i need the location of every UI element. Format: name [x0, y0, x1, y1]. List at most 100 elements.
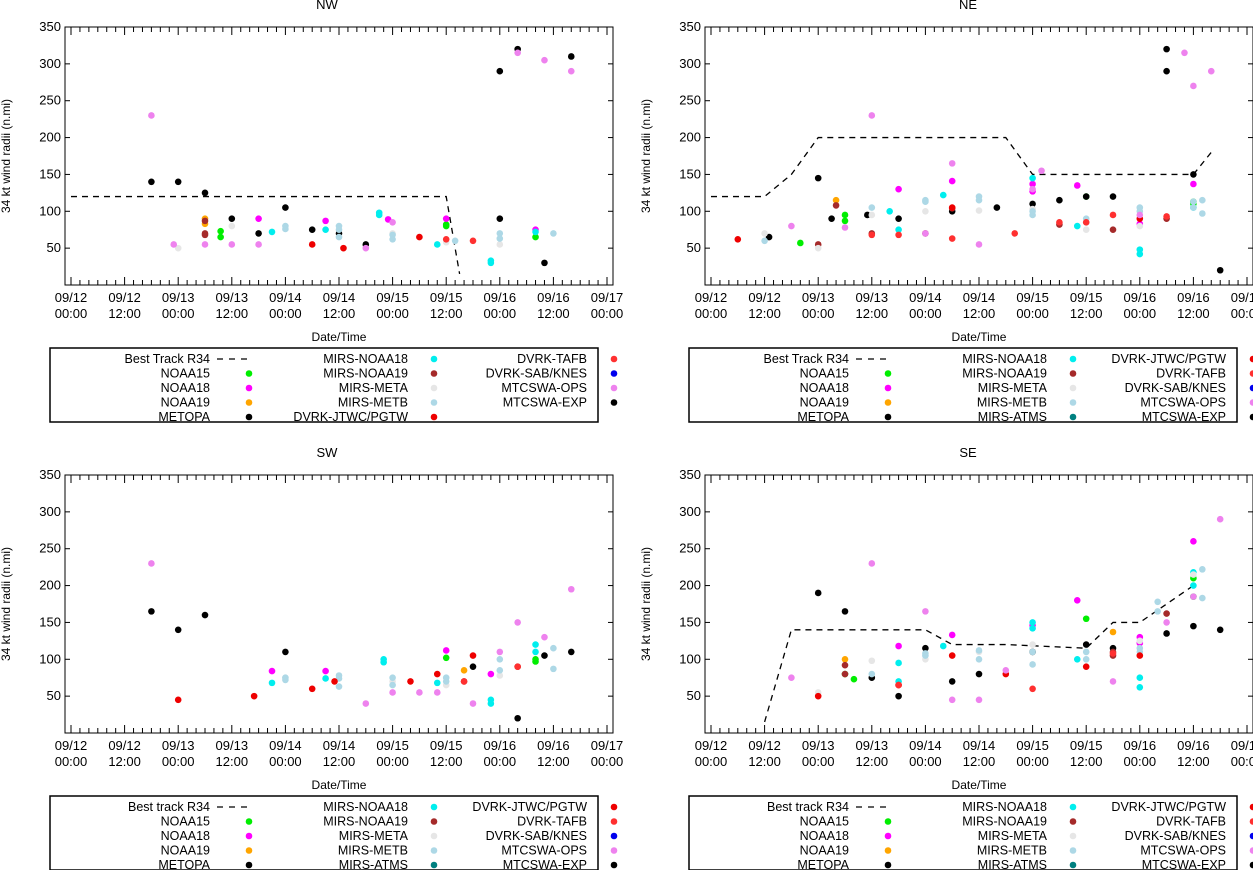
legend-marker-dvrk-sab-knes	[610, 832, 618, 840]
point-mirs-metb	[496, 667, 504, 674]
point-mirs-metb	[922, 198, 929, 206]
point-dvrk-tafb	[895, 681, 902, 689]
point-mirs-meta	[228, 222, 236, 230]
legend-marker-mirs-atms	[1069, 861, 1077, 869]
point-noaa18	[895, 185, 902, 193]
x-tick-label: 09/16 12:00	[1177, 738, 1210, 769]
point-metopa	[1163, 67, 1170, 75]
series-mirs-noaa19	[814, 202, 1170, 248]
legend-label-metopa: METOPA	[158, 410, 210, 424]
point-mirs-metb	[1199, 210, 1206, 217]
legend-label-best-track-r34: Best track R34	[128, 800, 210, 814]
legend-marker-mirs-noaa18	[1069, 355, 1077, 363]
x-tick-label: 09/12 00:00	[55, 738, 88, 769]
point-dvrk-tafb	[895, 231, 902, 239]
x-tick-label: 09/14 12:00	[963, 738, 996, 769]
x-axis-label: Date/Time	[952, 778, 1007, 792]
point-mirs-noaa18	[322, 675, 329, 682]
legend-label-best-track-r34: Best Track R34	[125, 352, 210, 366]
y-axis-label: 34 kt wind radii (n.mi)	[0, 99, 13, 213]
point-mtcswa-ops	[148, 560, 155, 567]
y-tick-label: 50	[687, 240, 701, 255]
point-mtcswa-ops	[1029, 185, 1036, 193]
legend-label-mirs-meta: MIRS-META	[978, 381, 1048, 395]
point-dvrk-tafb	[514, 663, 521, 670]
legend-marker-dvrk-sab-knes	[1249, 384, 1253, 392]
point-mtcswa-ops	[1207, 67, 1215, 75]
y-tick-label: 100	[39, 203, 61, 218]
point-mirs-noaa18	[268, 228, 276, 236]
point-mirs-metb	[442, 678, 450, 685]
legend-marker-mtcswa-exp	[1249, 861, 1253, 869]
series-noaa18	[895, 538, 1197, 650]
point-noaa19	[841, 655, 849, 663]
legend-marker-mtcswa-exp	[1249, 413, 1253, 421]
legend-label-noaa15: NOAA15	[800, 815, 849, 829]
legend-box	[49, 795, 599, 870]
point-dvrk-jtwc-pgtw	[948, 204, 956, 211]
legend-marker-dvrk-jtwc-pgtw	[1249, 355, 1253, 363]
series-mtcswa-ops	[148, 49, 575, 252]
point-mirs-noaa18	[939, 642, 947, 650]
point-mtcswa-ops	[868, 560, 876, 567]
y-tick-label: 100	[679, 203, 701, 218]
point-mirs-metb	[389, 681, 396, 689]
legend-label-mtcswa-exp: MTCSWA-EXP	[1142, 858, 1226, 870]
point-mirs-metb	[389, 235, 396, 243]
legend-marker-noaa18	[884, 832, 892, 840]
x-tick-label: 09/15 00:00	[1016, 738, 1049, 769]
point-metopa	[255, 230, 262, 237]
point-mirs-metb	[1029, 661, 1036, 668]
legend-marker-dvrk-sab-knes	[1249, 832, 1253, 840]
point-dvrk-tafb	[469, 237, 477, 245]
point-dvrk-tafb	[1056, 219, 1063, 226]
legend-label-dvrk-tafb: DVRK-TAFB	[1156, 815, 1226, 829]
series-noaa19	[841, 628, 1117, 663]
series-mtcswa-ops	[148, 560, 575, 707]
legend-label-mtcswa-ops: MTCSWA-OPS	[1140, 844, 1226, 858]
legend-label-noaa18: NOAA18	[161, 381, 210, 395]
legend-box	[688, 347, 1238, 423]
legend-label-mirs-atms: MIRS-ATMS	[339, 858, 408, 870]
point-mtcswa-ops	[948, 160, 956, 167]
legend-label-mtcswa-ops: MTCSWA-OPS	[1140, 396, 1226, 410]
legend-label-mirs-noaa18: MIRS-NOAA18	[962, 352, 1047, 366]
point-metopa	[148, 178, 155, 186]
point-noaa18	[442, 647, 450, 654]
legend-marker-mtcswa-exp	[610, 399, 618, 406]
point-mirs-meta	[1190, 571, 1197, 578]
point-metopa	[1190, 171, 1197, 178]
point-mirs-metb	[1082, 655, 1090, 663]
legend-marker-noaa19	[884, 399, 892, 406]
point-metopa	[282, 204, 289, 211]
point-noaa15	[841, 211, 849, 219]
x-tick-label: 09/15 00:00	[376, 738, 409, 769]
point-mirs-noaa18	[1136, 674, 1144, 682]
point-dvrk-tafb	[460, 678, 468, 685]
point-dvrk-jtwc-pgtw	[308, 685, 316, 693]
point-mirs-metb	[1190, 204, 1197, 211]
x-tick-label: 09/15 12:00	[430, 738, 463, 769]
point-noaa18	[1073, 597, 1081, 604]
legend-label-mirs-metb: MIRS-METB	[338, 396, 408, 410]
point-mirs-metb	[550, 644, 557, 652]
point-dvrk-jtwc-pgtw	[1136, 652, 1144, 659]
legend-marker-noaa19	[245, 399, 253, 406]
y-tick-label: 300	[679, 56, 701, 71]
point-mirs-metb	[1154, 598, 1161, 606]
x-tick-label: 09/13 00:00	[802, 738, 835, 769]
point-mtcswa-ops	[567, 585, 575, 593]
point-metopa	[174, 178, 182, 186]
point-mirs-noaa18	[1136, 683, 1144, 691]
legend-marker-mirs-noaa18	[1069, 803, 1077, 811]
x-tick-label: 09/16 00:00	[1124, 738, 1157, 769]
point-mirs-noaa19	[841, 670, 849, 678]
point-mirs-noaa18	[1073, 655, 1081, 663]
point-mirs-metb	[282, 225, 289, 233]
point-metopa	[828, 215, 835, 222]
point-mirs-noaa18	[1136, 250, 1144, 258]
point-noaa15	[797, 239, 804, 247]
x-tick-label: 09/16 12:00	[537, 290, 570, 321]
legend-marker-mirs-meta	[1069, 384, 1077, 392]
